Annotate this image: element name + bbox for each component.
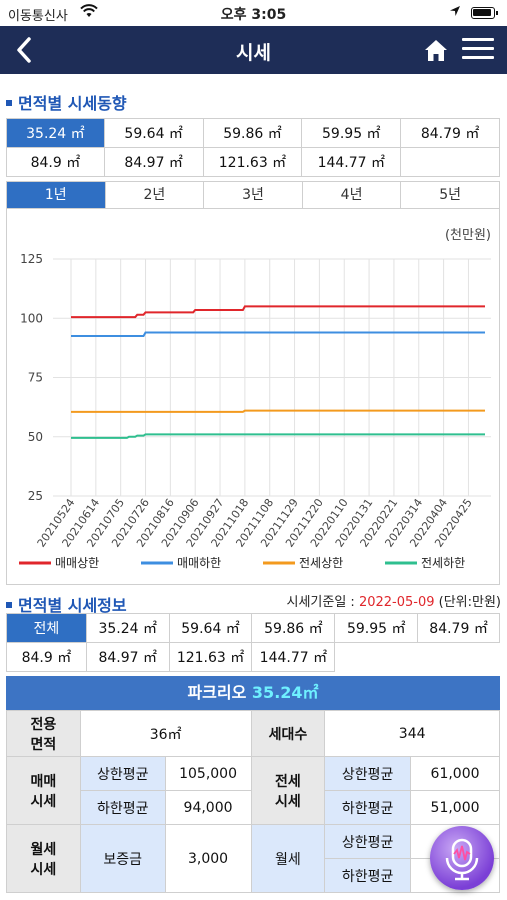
status-bar: 이동통신사 오후 3:05: [0, 0, 507, 26]
exclusive-area-value: 36㎡: [79, 710, 252, 757]
info-section-title: 면적별 시세정보: [6, 592, 127, 616]
trend-area-selector: 35.24 ㎡ 59.64 ㎡ 59.86 ㎡ 59.95 ㎡ 84.79 ㎡ …: [6, 118, 500, 177]
period-tab-2y[interactable]: 2년: [105, 182, 205, 208]
square-bullet-icon: [6, 99, 12, 106]
households-value: 344: [324, 710, 500, 757]
carrier-label: 이동통신사: [8, 9, 68, 24]
chart-y-tick-label: 50: [28, 430, 43, 444]
trend-area-tab[interactable]: 59.95 ㎡: [301, 118, 402, 148]
info-area-selector: 전체 35.24 ㎡ 59.64 ㎡ 59.86 ㎡ 59.95 ㎡ 84.79…: [6, 613, 500, 672]
trend-area-tab[interactable]: 84.79 ㎡: [400, 118, 500, 148]
empty-cell: [334, 642, 418, 672]
info-section-title-text: 면적별 시세정보: [18, 596, 127, 615]
deposit-label: 보증금: [79, 824, 166, 893]
price-info-table: 전용 면적 36㎡ 세대수 344 매매 시세 상한평균 105,000 전세 …: [6, 710, 500, 893]
legend-label: 매매상한: [55, 556, 99, 570]
jeonse-lower-value: 51,000: [410, 790, 500, 825]
monthly-rent-sub-label: 월세: [250, 824, 326, 893]
monthly-upper-label: 상한평균: [324, 824, 412, 859]
empty-cell: [400, 147, 500, 177]
clock: 오후 3:05: [220, 7, 287, 23]
chart-y-tick-label: 75: [28, 371, 43, 385]
trend-area-tab[interactable]: 121.63 ㎡: [202, 147, 303, 177]
info-area-tab[interactable]: 전체: [6, 613, 87, 643]
monthly-lower-label: 하한평균: [324, 858, 412, 893]
legend-label: 전세하한: [421, 556, 465, 570]
empty-cell: [417, 642, 500, 672]
trend-area-tab[interactable]: 59.64 ㎡: [103, 118, 204, 148]
sale-lower-value: 94,000: [164, 790, 252, 825]
home-icon[interactable]: [422, 36, 450, 64]
period-tab-3y[interactable]: 3년: [204, 182, 303, 208]
back-chevron-icon[interactable]: [10, 34, 40, 66]
chart-unit-label: (천만원): [445, 228, 491, 243]
trend-area-tab[interactable]: 144.77 ㎡: [301, 147, 402, 177]
hamburger-menu-icon[interactable]: [462, 38, 494, 62]
battery-icon: [471, 7, 498, 19]
chart-series-line: [71, 331, 485, 338]
jeonse-upper-value: 61,000: [410, 756, 500, 791]
complex-area: 35.24㎡: [251, 683, 319, 702]
wifi-icon: [80, 4, 98, 17]
trend-area-tab[interactable]: 84.9 ㎡: [6, 147, 105, 177]
chart-y-tick-label: 125: [20, 252, 43, 266]
trend-area-tab[interactable]: 59.86 ㎡: [202, 118, 303, 148]
legend-label: 매매하한: [177, 556, 221, 570]
info-area-tab[interactable]: 35.24 ㎡: [85, 613, 170, 643]
info-area-tab[interactable]: 84.79 ㎡: [417, 613, 500, 643]
info-area-tab[interactable]: 121.63 ㎡: [168, 642, 253, 672]
period-tab-5y[interactable]: 5년: [401, 182, 499, 208]
info-area-tab[interactable]: 84.97 ㎡: [85, 642, 170, 672]
complex-header: 파크리오 35.24㎡: [6, 676, 500, 710]
page-title: 시세: [236, 42, 271, 64]
sale-upper-label: 상한평균: [79, 756, 166, 791]
period-tab-1y[interactable]: 1년: [7, 182, 106, 208]
basis-date: 2022-05-09: [358, 595, 435, 610]
households-label: 세대수: [250, 710, 326, 757]
trend-area-tab[interactable]: 35.24 ㎡: [6, 118, 105, 148]
info-area-tab[interactable]: 144.77 ㎡: [251, 642, 336, 672]
price-trend-chart: (천만원) 25 50 75 100 125 20210524 20210614 2021070…: [6, 209, 500, 585]
voice-assistant-mic-icon[interactable]: [430, 826, 494, 890]
chart-y-tick-label: 100: [20, 311, 43, 325]
price-trend-chart-svg: (천만원)25507510012520210524202106142021070…: [19, 228, 491, 570]
exclusive-area-label: 전용 면적: [6, 710, 81, 757]
monthly-rent-label: 월세 시세: [6, 824, 81, 893]
chart-series-line: [71, 305, 485, 319]
top-navigation-bar: 시세: [0, 26, 507, 74]
info-area-tab[interactable]: 59.64 ㎡: [168, 613, 253, 643]
chart-y-tick-label: 25: [28, 489, 43, 503]
price-basis-date: 시세기준일 : 2022-05-09 (단위:만원): [286, 591, 501, 610]
mic-glyph-icon: [445, 838, 479, 881]
sale-lower-label: 하한평균: [79, 790, 166, 825]
chart-series-line: [71, 409, 485, 413]
period-tab-4y[interactable]: 4년: [302, 182, 402, 208]
basis-unit: (단위:만원): [434, 595, 501, 610]
trend-section-title: 면적별 시세동향: [6, 90, 127, 114]
jeonse-price-label: 전세 시세: [250, 756, 326, 825]
basis-label: 시세기준일 :: [286, 595, 359, 610]
trend-area-tab[interactable]: 84.97 ㎡: [103, 147, 204, 177]
jeonse-upper-label: 상한평균: [324, 756, 412, 791]
info-area-tab[interactable]: 59.86 ㎡: [251, 613, 336, 643]
complex-name: 파크리오: [187, 683, 247, 702]
chart-series-line: [71, 433, 485, 439]
deposit-value: 3,000: [164, 824, 252, 893]
legend-label: 전세상한: [299, 556, 343, 570]
location-arrow-icon: [450, 6, 460, 16]
trend-section-title-text: 면적별 시세동향: [18, 94, 127, 113]
jeonse-lower-label: 하한평균: [324, 790, 412, 825]
period-tabs: 1년 2년 3년 4년 5년: [6, 181, 500, 209]
info-area-tab[interactable]: 84.9 ㎡: [6, 642, 87, 672]
info-area-tab[interactable]: 59.95 ㎡: [334, 613, 419, 643]
square-bullet-icon: [6, 601, 12, 608]
sale-price-label: 매매 시세: [6, 756, 81, 825]
sale-upper-value: 105,000: [164, 756, 252, 791]
